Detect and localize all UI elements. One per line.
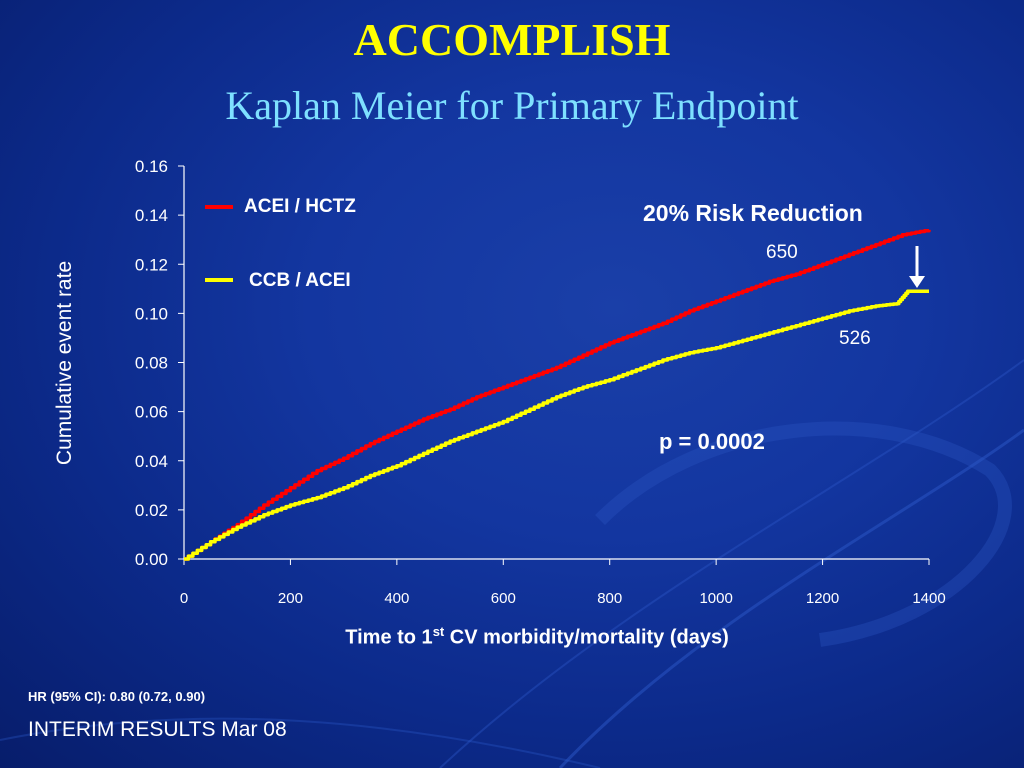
p-value-label: p = 0.0002 bbox=[659, 429, 765, 454]
n-ccb-acei-label: 526 bbox=[839, 328, 871, 349]
risk-reduction-label: 20% Risk Reduction bbox=[643, 200, 863, 226]
x-axis-label-prefix: Time to 1 bbox=[345, 626, 433, 649]
risk-arrow bbox=[909, 246, 925, 288]
y-tick-label: 0.04 bbox=[135, 452, 168, 471]
x-tick-label: 0 bbox=[180, 590, 188, 607]
slide-title: ACCOMPLISH bbox=[353, 14, 671, 65]
y-tick-label: 0.00 bbox=[135, 550, 168, 569]
slide-subtitle: Kaplan Meier for Primary Endpoint bbox=[225, 83, 799, 128]
hazard-ratio-note: HR (95% CI): 0.80 (0.72, 0.90) bbox=[28, 689, 206, 704]
legend-label-ccb-acei: CCB / ACEI bbox=[249, 270, 351, 291]
x-tick-label: 1000 bbox=[699, 590, 732, 607]
y-tick-label: 0.06 bbox=[135, 403, 168, 422]
x-axis-label: Time to 1st CV morbidity/mortality (days… bbox=[190, 624, 884, 650]
x-axis-label-sup: st bbox=[432, 624, 445, 639]
series-line-acei-hctz bbox=[184, 228, 931, 561]
legend-swatches bbox=[205, 205, 233, 282]
x-tick-label: 600 bbox=[491, 590, 516, 607]
n-acei-hctz-label: 650 bbox=[766, 242, 798, 263]
y-tick-label: 0.12 bbox=[135, 255, 168, 274]
series-lines bbox=[184, 228, 931, 561]
arrow-head bbox=[909, 276, 925, 288]
y-tick-label: 0.08 bbox=[135, 354, 168, 373]
x-tick-label: 200 bbox=[278, 590, 303, 607]
x-axis-label-suffix: CV morbidity/mortality (days) bbox=[444, 626, 729, 649]
y-tick-label: 0.16 bbox=[135, 157, 168, 176]
x-tick-label: 1200 bbox=[806, 590, 839, 607]
x-tick-label: 1400 bbox=[912, 590, 945, 607]
x-axis-ticks: 0 200 400 600 800 1000 1200 1400 bbox=[180, 559, 946, 607]
interim-results-note: INTERIM RESULTS Mar 08 bbox=[28, 718, 287, 741]
x-tick-label: 800 bbox=[597, 590, 622, 607]
y-tick-label: 0.02 bbox=[135, 501, 168, 520]
y-axis-ticks: 0.00 0.02 0.04 0.06 0.08 0.10 0.12 0.14 0.16 bbox=[135, 157, 184, 569]
series-line-ccb-acei bbox=[184, 289, 929, 561]
x-tick-label: 400 bbox=[384, 590, 409, 607]
legend-label-acei-hctz: ACEI / HCTZ bbox=[244, 196, 356, 217]
y-tick-label: 0.10 bbox=[135, 304, 168, 323]
y-tick-label: 0.14 bbox=[135, 206, 168, 225]
y-axis-label: Cumulative event rate bbox=[53, 260, 76, 466]
